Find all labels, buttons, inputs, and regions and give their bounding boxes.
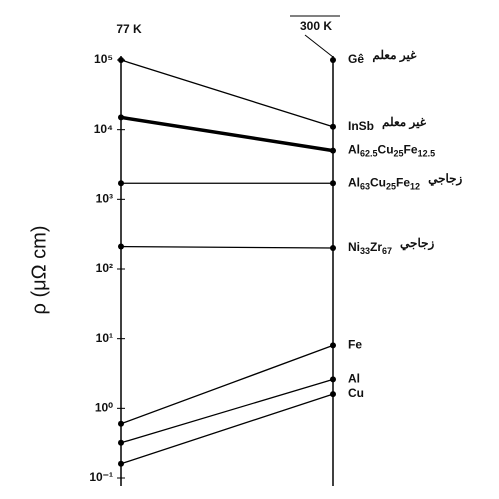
legend-label: Ni33Zr67	[348, 240, 392, 256]
annotation: زجاجي	[400, 236, 434, 251]
label-pointer	[304, 34, 334, 58]
series-line	[120, 378, 334, 444]
annotation: زجاجي	[428, 171, 462, 186]
data-point	[330, 245, 336, 252]
series-line	[120, 393, 334, 465]
legend-label: Cu	[348, 386, 364, 400]
series-line	[120, 59, 334, 128]
annotation: غير معلم	[382, 115, 427, 130]
legend-label: Al63Cu25Fe12	[348, 175, 420, 191]
legend-label: Al	[348, 372, 360, 386]
y-tick-label: 10⁴	[94, 122, 113, 136]
series-line	[120, 344, 334, 425]
data-point	[118, 114, 124, 121]
x-tick-label: 77 K	[116, 22, 142, 36]
y-tick-label: 10⁻¹	[89, 470, 113, 484]
y-axis-label: ρ (μΩ cm)	[28, 226, 50, 315]
annotation: غير معلم	[372, 48, 417, 63]
data-point	[330, 376, 336, 383]
data-point	[118, 460, 124, 467]
data-point	[330, 147, 336, 154]
legend-label: Gê	[348, 52, 364, 66]
data-point	[118, 57, 124, 63]
series-line	[120, 115, 334, 153]
data-point	[330, 57, 336, 63]
y-tick-label: 10¹	[96, 331, 113, 345]
y-tick-label: 10⁵	[94, 52, 113, 66]
data-point	[330, 391, 336, 398]
y-tick-label: 10²	[96, 261, 113, 275]
legend-label: InSb	[348, 119, 374, 133]
data-point	[118, 180, 124, 187]
legend-label: Fe	[348, 338, 362, 352]
data-point	[330, 342, 336, 349]
data-point	[330, 123, 336, 130]
data-point	[330, 180, 336, 187]
y-tick-label: 10³	[96, 192, 113, 206]
legend-label: Al62.5Cu25Fe12.5	[348, 143, 435, 159]
data-point	[118, 439, 124, 446]
data-point	[118, 420, 124, 427]
y-tick-label: 10⁰	[95, 401, 113, 415]
series-line	[120, 245, 334, 249]
x-tick-label: 300 K	[300, 19, 332, 33]
data-point	[118, 243, 124, 250]
